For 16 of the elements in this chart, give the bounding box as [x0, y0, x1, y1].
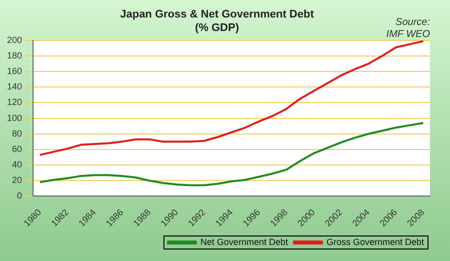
- y-tick-label: 160: [6, 66, 22, 76]
- y-tick-label: 80: [12, 128, 22, 138]
- y-tick-label: 140: [6, 82, 22, 92]
- legend-label: Gross Government Debt: [326, 236, 424, 247]
- y-tick-label: 180: [6, 50, 22, 60]
- y-tick-label: 60: [12, 144, 22, 154]
- y-tick-label: 200: [6, 34, 22, 45]
- y-tick-label: 100: [6, 112, 22, 123]
- y-tick-label: 0: [17, 190, 22, 201]
- text: Japan Gross & Net Government Debt: [120, 8, 314, 21]
- source-note: Source: IMF WEO: [386, 16, 430, 40]
- y-tick-label: 120: [6, 97, 22, 108]
- legend-label: Net Government Debt: [200, 236, 288, 247]
- text: (% GDP): [195, 22, 239, 34]
- y-tick-label: 20: [12, 175, 22, 186]
- y-tick-label: 40: [12, 160, 22, 170]
